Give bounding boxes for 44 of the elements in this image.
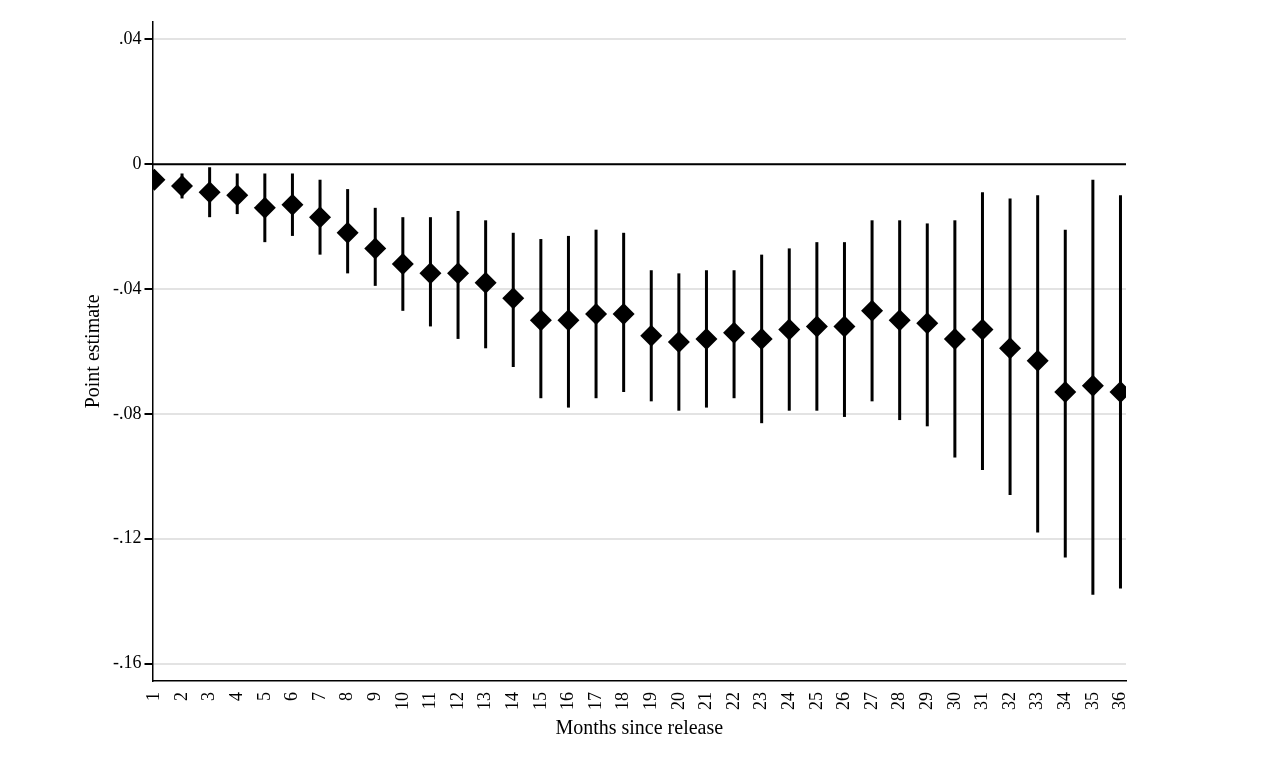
x-tick-label: 17 [584,692,605,710]
x-axis-title: Months since release [555,716,724,739]
x-tick-label: 19 [639,692,660,710]
y-tick-label: 0 [132,152,142,173]
y-axis-title: Point estimate [81,294,104,409]
x-tick-label: 16 [557,692,578,710]
x-tick-label: 24 [778,692,798,710]
x-tick-label: 10 [391,692,412,710]
x-tick-label: 29 [916,692,936,710]
x-tick-label: 35 [1081,692,1102,710]
x-tick-label: 12 [446,692,467,710]
x-tick-label: 18 [612,692,633,710]
x-tick-label: 15 [529,692,550,710]
x-tick-label: 28 [888,692,909,710]
y-tick-label: -.04 [112,277,142,298]
y-tick-label: .04 [118,28,142,49]
x-tick-label: 3 [198,692,219,701]
y-tick-label: -.16 [112,652,142,673]
x-tick-label: 4 [225,692,246,701]
x-tick-label: 22 [722,692,743,710]
y-tick-label: -.12 [112,527,142,548]
x-tick-label: 30 [943,692,964,710]
x-tick-label: 14 [501,692,522,710]
x-tick-label: 27 [860,692,881,710]
x-tick-label: 5 [253,692,274,701]
x-tick-label: 25 [805,692,826,710]
y-tick-label: -.08 [112,402,142,423]
x-tick-label: 8 [336,692,357,701]
x-tick-label: 23 [750,692,771,710]
x-tick-label: 7 [308,692,329,701]
x-tick-label: 32 [998,692,1019,710]
x-tick-label: 9 [363,692,384,701]
x-tick-label: 6 [281,692,302,701]
x-tick-label: 13 [474,692,495,710]
x-tick-label: 11 [419,692,440,710]
x-tick-label: 2 [170,692,191,701]
x-tick-label: 34 [1054,692,1075,710]
x-tick-label: 20 [667,692,688,710]
x-tick-label: 26 [833,692,854,710]
x-tick-label: 36 [1109,692,1130,710]
x-tick-label: 1 [143,692,164,701]
x-tick-label: 33 [1026,692,1047,710]
x-tick-label: 31 [971,692,992,710]
x-tick-label: 21 [695,692,716,710]
